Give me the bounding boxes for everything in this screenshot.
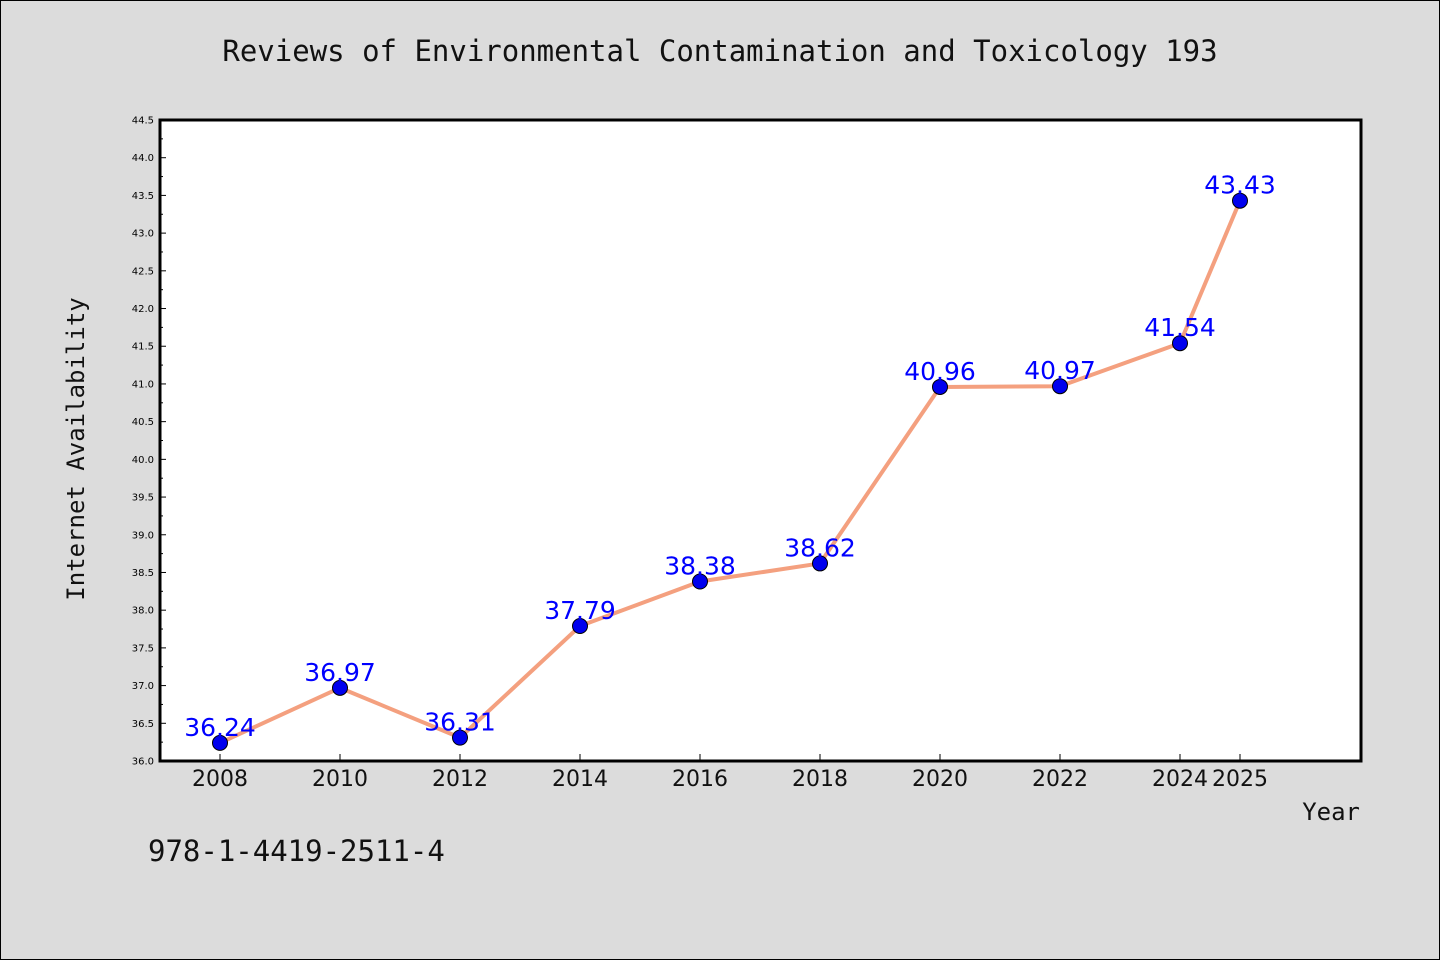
- data-label: 36.24: [184, 713, 256, 742]
- data-point: [692, 573, 708, 590]
- data-label: 38.62: [784, 533, 856, 562]
- x-tick-label: 2024: [1152, 767, 1208, 792]
- x-tick-label: 2020: [912, 767, 968, 792]
- y-tick-label: 37.5: [132, 643, 154, 654]
- y-tick-label: 39.5: [132, 493, 154, 504]
- y-tick-label: 39.0: [132, 530, 154, 541]
- data-point: [1052, 378, 1068, 395]
- data-point: [1232, 192, 1248, 209]
- data-point: [812, 555, 828, 572]
- data-label: 40.97: [1024, 356, 1096, 385]
- y-tick-label: 40.5: [132, 417, 154, 428]
- data-label: 40.96: [904, 357, 976, 386]
- y-tick-label: 43.5: [132, 191, 154, 202]
- data-point: [452, 729, 468, 746]
- x-tick-label: 2022: [1032, 767, 1088, 792]
- y-tick-label: 42.0: [132, 304, 154, 315]
- plot-area: [158, 118, 1363, 763]
- data-label: 36.97: [304, 658, 376, 687]
- y-tick-label: 42.5: [132, 266, 154, 277]
- y-tick-label: 38.0: [132, 606, 154, 617]
- x-tick-label: 2010: [312, 767, 368, 792]
- x-tick-label: 2012: [432, 767, 488, 792]
- data-point: [572, 618, 588, 635]
- y-tick-label: 38.5: [132, 568, 154, 579]
- x-tick-label: 2025: [1212, 767, 1268, 792]
- data-point: [1172, 335, 1188, 352]
- y-tick-label: 40.0: [132, 455, 154, 466]
- x-tick-label: 2008: [192, 767, 248, 792]
- y-tick-label: 43.0: [132, 229, 154, 240]
- y-tick-label: 36.0: [132, 757, 154, 768]
- x-axis-label: Year: [1302, 798, 1360, 826]
- y-tick-label: 44.0: [132, 153, 154, 164]
- data-point: [932, 378, 948, 395]
- y-tick-label: 41.0: [132, 379, 154, 390]
- isbn-text: 978-1-4419-2511-4: [148, 834, 445, 868]
- y-tick-label: 41.5: [132, 342, 154, 353]
- series-line: [218, 198, 1242, 745]
- chart-title: Reviews of Environmental Contamination a…: [222, 34, 1218, 68]
- x-tick-label: 2016: [672, 767, 728, 792]
- data-point: [212, 734, 228, 751]
- y-tick-label: 37.0: [132, 681, 154, 692]
- data-label: 37.79: [544, 596, 616, 625]
- y-tick-label: 36.5: [132, 719, 154, 730]
- y-tick-label: 44.5: [132, 116, 154, 127]
- x-tick-label: 2018: [792, 767, 848, 792]
- y-axis-label: Internet Availability: [62, 297, 90, 600]
- data-label: 43.43: [1204, 171, 1276, 200]
- data-label: 38.38: [664, 552, 736, 581]
- x-tick-label: 2014: [552, 767, 608, 792]
- data-label: 36.31: [424, 708, 496, 737]
- data-point: [332, 679, 348, 696]
- data-label: 41.54: [1144, 313, 1216, 342]
